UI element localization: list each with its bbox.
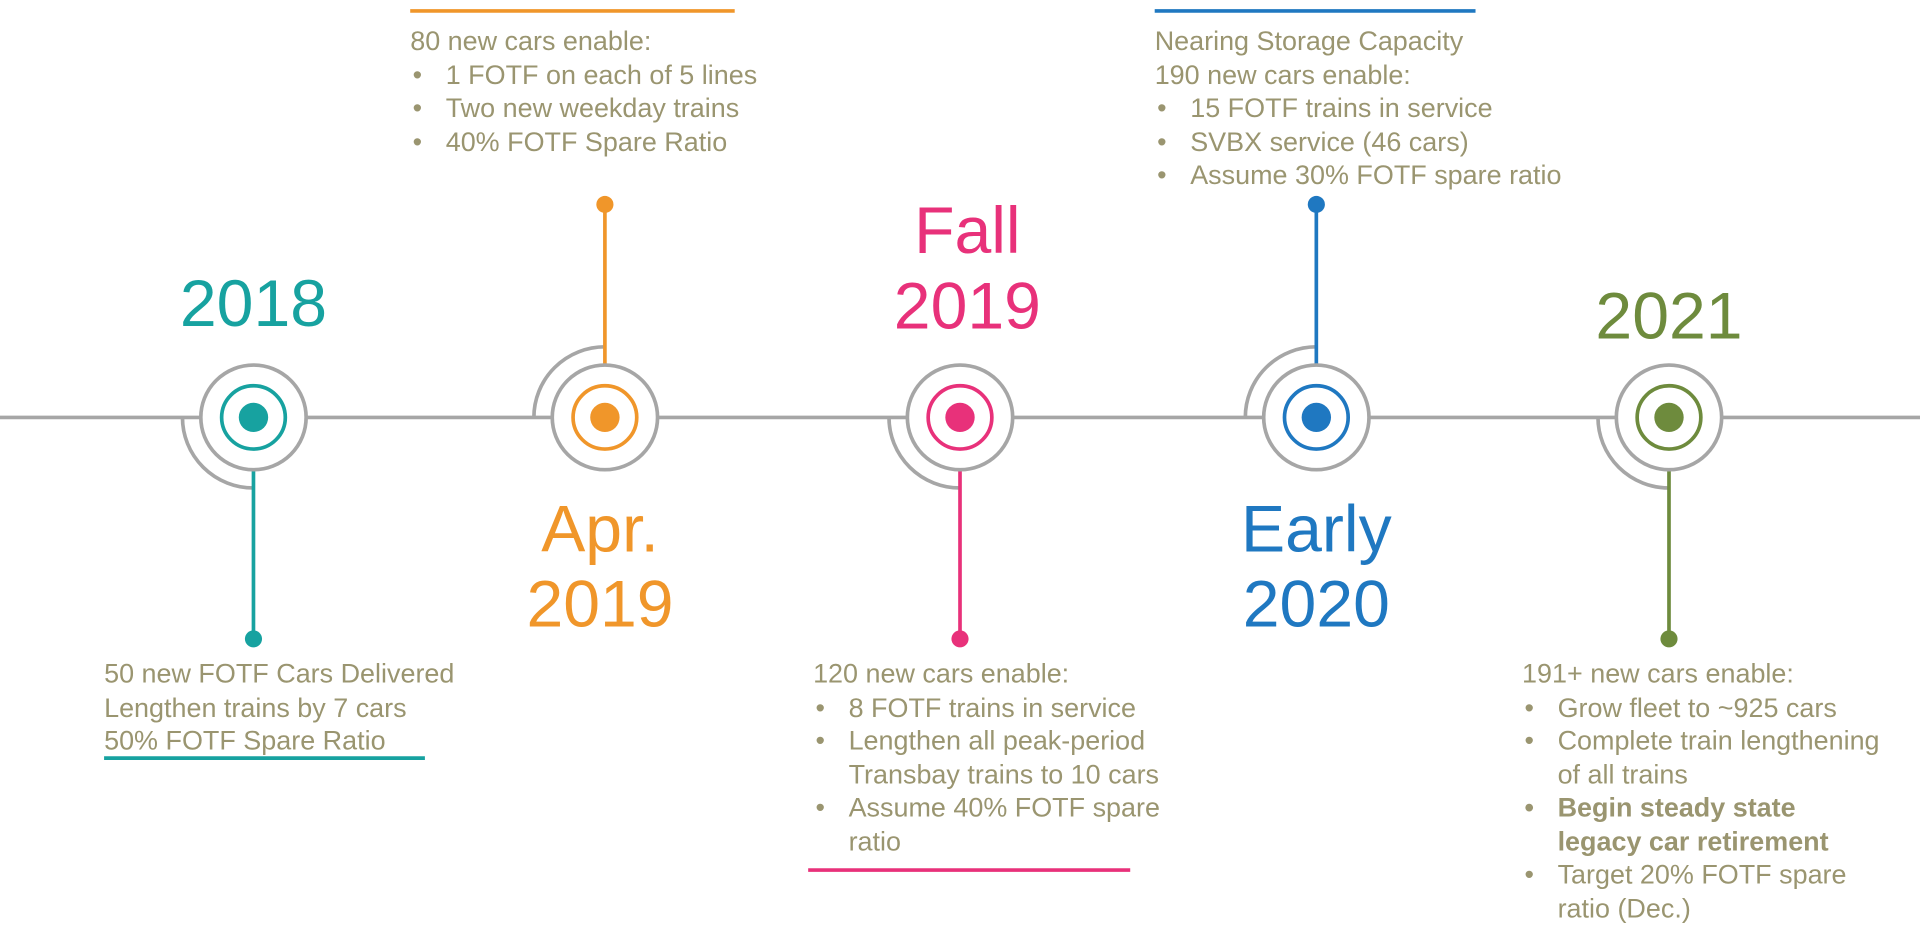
milestone-label: 2021 bbox=[1595, 279, 1743, 353]
bullet: 15 FOTF trains in service bbox=[1155, 91, 1620, 124]
bullet: Assume 30% FOTF spare ratio bbox=[1155, 158, 1620, 191]
milestone-label: Apr. bbox=[541, 492, 659, 566]
note-line: 50% FOTF Spare Ratio bbox=[104, 725, 386, 756]
notes: 80 new cars enable:1 FOTF on each of 5 l… bbox=[410, 24, 814, 158]
bullet: Grow fleet to ~925 cars bbox=[1522, 691, 1883, 724]
bullet: 8 FOTF trains in service bbox=[813, 691, 1199, 724]
notes: 120 new cars enable:8 FOTF trains in ser… bbox=[813, 657, 1199, 858]
bullet: Target 20% FOTF spare ratio (Dec.) bbox=[1522, 858, 1883, 925]
stem-dot bbox=[1307, 195, 1325, 213]
milestone-label: Fall bbox=[914, 194, 1021, 268]
stem-dot bbox=[951, 630, 969, 648]
milestone-label: Early bbox=[1241, 492, 1392, 566]
milestone-label: 2020 bbox=[1242, 568, 1390, 642]
note-line: Lengthen trains by 7 cars bbox=[104, 691, 407, 723]
note-line: 80 new cars enable: bbox=[410, 25, 652, 56]
accent-arc bbox=[1596, 417, 1669, 490]
bullet: Lengthen all peak-period Transbay trains… bbox=[813, 724, 1199, 791]
center-dot bbox=[238, 402, 269, 432]
notes: 191+ new cars enable:Grow fleet to ~925 … bbox=[1522, 657, 1883, 925]
stem-dot bbox=[1660, 630, 1678, 648]
stem-dot bbox=[244, 630, 263, 648]
note-line: 191+ new cars enable: bbox=[1522, 658, 1794, 689]
center-dot bbox=[1301, 402, 1332, 432]
bullet: 40% FOTF Spare Ratio bbox=[410, 125, 814, 158]
accent-arc bbox=[887, 417, 961, 490]
accent-arc bbox=[1243, 344, 1317, 418]
note-line: Nearing Storage Capacity bbox=[1154, 25, 1464, 56]
center-dot bbox=[1654, 402, 1684, 432]
bullet: Assume 40% FOTF spare ratio bbox=[813, 791, 1199, 858]
bullet-list: 8 FOTF trains in serviceLengthen all pea… bbox=[813, 691, 1199, 858]
milestone-label: 2019 bbox=[893, 270, 1041, 344]
stem-dot bbox=[596, 195, 614, 213]
note-line: 120 new cars enable: bbox=[813, 658, 1070, 689]
bullet: Complete train lengthening of all trains bbox=[1522, 724, 1883, 791]
bullet: Two new weekday trains bbox=[410, 91, 814, 124]
bullet: 1 FOTF on each of 5 lines bbox=[410, 58, 814, 91]
accent-arc bbox=[180, 417, 254, 490]
milestone-label: 2018 bbox=[179, 267, 328, 341]
center-dot bbox=[590, 402, 620, 432]
bullet-list: Grow fleet to ~925 carsComplete train le… bbox=[1522, 691, 1883, 925]
note-line: 190 new cars enable: bbox=[1154, 59, 1411, 90]
note-line: 50 new FOTF Cars Delivered bbox=[104, 658, 455, 689]
bullet-list: 1 FOTF on each of 5 linesTwo new weekday… bbox=[410, 58, 814, 158]
notes: Nearing Storage Capacity 190 new cars ena… bbox=[1154, 24, 1620, 192]
bullet: SVBX service (46 cars) bbox=[1155, 125, 1620, 158]
notes: 50 new FOTF Cars Delivered Lengthen train… bbox=[104, 657, 508, 757]
milestone-label: 2019 bbox=[526, 568, 674, 642]
bullet-list: 15 FOTF trains in serviceSVBX service (4… bbox=[1155, 91, 1620, 191]
center-dot bbox=[945, 402, 975, 432]
accent-arc bbox=[532, 344, 605, 418]
bullet: Begin steady state legacy car retirement bbox=[1522, 791, 1883, 858]
